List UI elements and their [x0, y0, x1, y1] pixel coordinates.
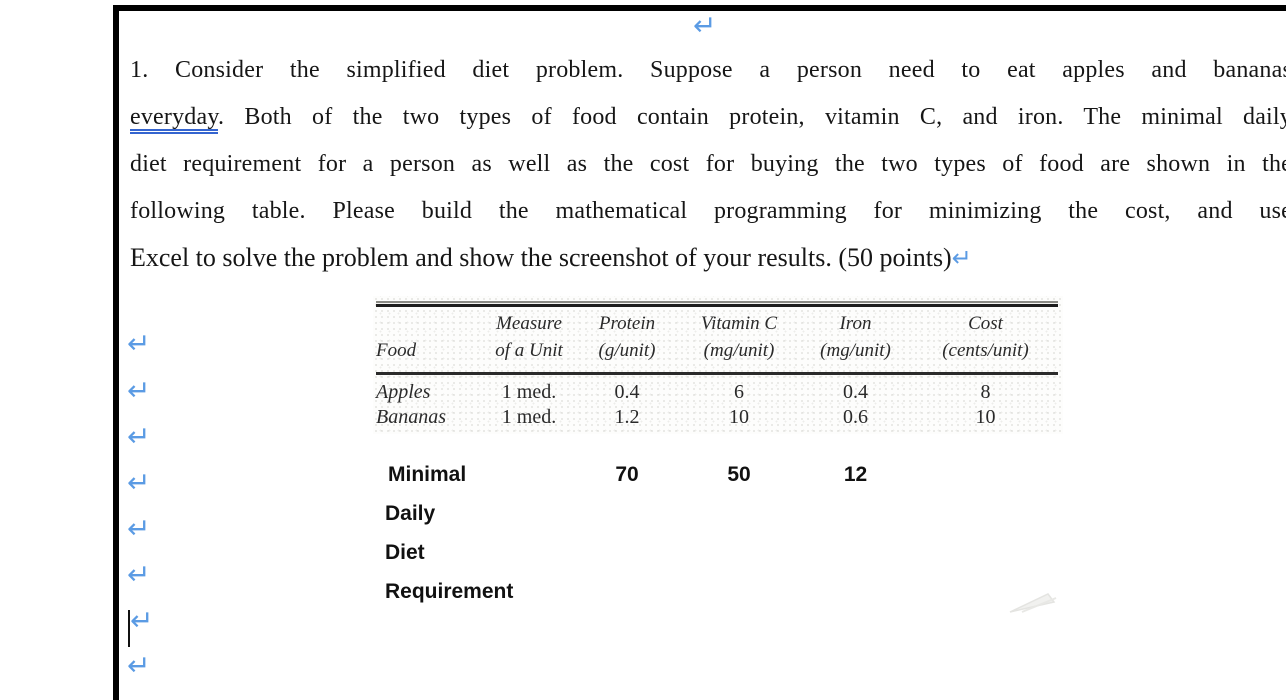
paragraph-mark-icon: ↵ [127, 374, 151, 407]
requirement-label: Diet [385, 541, 425, 564]
grammar-checked-word: everyday [130, 104, 218, 130]
table-header-rule [376, 372, 1058, 375]
problem-text-line-3: diet requirement for a person as well as… [130, 151, 1286, 177]
protein-cell: 1.2 [614, 406, 640, 428]
table-header-row-2: Food of a Unit (g/unit) (mg/unit) (mg/un… [376, 337, 1058, 364]
faint-arrow-mark [1009, 593, 1057, 613]
iron-cell: 0.6 [843, 406, 868, 428]
requirement-label: Daily [385, 502, 436, 525]
table-row-bananas: Bananas 1 med. 1.2 10 0.6 10 [376, 405, 1058, 430]
table-row-apples: Apples 1 med. 0.4 6 0.4 8 [376, 380, 1058, 405]
header-cell: Measure [496, 313, 562, 334]
food-cell: Bananas [376, 406, 446, 428]
problem-text-line-4: following table. Please build the mathem… [130, 198, 1286, 224]
table-top-rule [376, 301, 1058, 307]
measure-cell: 1 med. [501, 381, 557, 403]
problem-text-line-1: 1. Consider the simplified diet problem.… [130, 57, 1286, 83]
cost-cell: 8 [980, 381, 991, 403]
header-cell: of a Unit [495, 340, 563, 361]
requirement-label: Requirement [385, 580, 514, 603]
problem-text-line-2-rest: . Both of the two types of food contain … [218, 104, 1286, 130]
paragraph-mark-icon: ↵ [127, 649, 151, 682]
paragraph-mark-icon: ↵ [130, 604, 154, 637]
paragraph-mark-icon: ↵ [693, 9, 717, 42]
header-cell: Iron [839, 313, 872, 334]
table-header-row-1: Measure Protein Vitamin C Iron Cost [376, 310, 1058, 337]
requirement-vitamin-c: 50 [727, 463, 751, 486]
diet-table-image[interactable]: Measure Protein Vitamin C Iron Cost Food… [373, 296, 1063, 434]
frame-border-left [113, 5, 119, 700]
paragraph-mark-icon: ↵ [127, 420, 151, 453]
paragraph-mark-icon: ↵ [951, 244, 972, 272]
header-cell: Vitamin C [700, 313, 778, 334]
text-cursor [128, 610, 130, 647]
paragraph-mark-icon: ↵ [127, 327, 151, 360]
measure-cell: 1 med. [501, 406, 557, 428]
iron-cell: 0.4 [843, 381, 868, 403]
requirement-protein: 70 [615, 463, 639, 486]
paragraph-mark-icon: ↵ [127, 466, 151, 499]
minimal-requirement-row: Minimal 70 50 12 [376, 462, 1058, 488]
food-cell: Apples [376, 381, 431, 403]
header-cell: (cents/unit) [942, 340, 1029, 361]
paragraph-mark-icon: ↵ [127, 558, 151, 591]
header-cell [376, 310, 484, 337]
header-cell: Protein [598, 313, 656, 334]
paragraph-mark-icon: ↵ [127, 512, 151, 545]
requirement-label: Minimal [388, 463, 467, 486]
problem-text-line-2: everyday. Both of the two types of food … [130, 102, 1286, 132]
header-cell: (mg/unit) [703, 340, 775, 361]
problem-text-line-5: Excel to solve the problem and show the … [130, 243, 972, 272]
header-cell: Food [376, 340, 417, 361]
vitamin-c-cell: 10 [729, 406, 749, 428]
cost-cell: 10 [975, 406, 996, 428]
frame-border-top [113, 5, 1286, 11]
protein-cell: 0.4 [614, 381, 640, 403]
header-cell: (mg/unit) [820, 340, 891, 361]
header-cell: Cost [968, 313, 1003, 334]
header-cell: (g/unit) [598, 340, 656, 361]
vitamin-c-cell: 6 [734, 381, 744, 403]
requirement-iron: 12 [843, 463, 868, 486]
